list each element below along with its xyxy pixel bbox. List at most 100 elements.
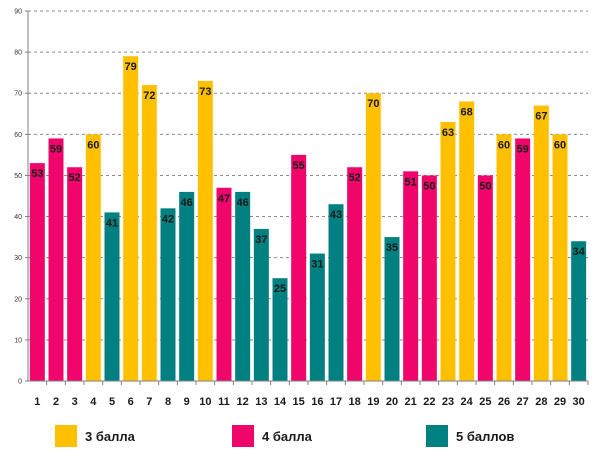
x-tick-label-29: 29 <box>554 396 566 408</box>
bar-1 <box>29 163 45 381</box>
x-tick-label-28: 28 <box>535 396 547 408</box>
x-tick-label-26: 26 <box>498 396 510 408</box>
bar-30 <box>571 241 587 381</box>
bar-5 <box>104 212 120 381</box>
legend-item-4-balla: 4 балла <box>232 424 312 448</box>
data-label-10: 73 <box>199 86 211 98</box>
bar-14 <box>272 278 288 381</box>
data-label-16: 31 <box>311 259 323 271</box>
data-label-9: 46 <box>181 197 193 209</box>
y-tick-label: 90 <box>14 9 22 16</box>
x-tick-label-12: 12 <box>237 396 249 408</box>
data-label-17: 43 <box>330 209 342 221</box>
data-label-6: 79 <box>125 61 137 73</box>
x-tick-label-8: 8 <box>165 396 171 408</box>
bar-25 <box>477 175 493 381</box>
bar-29 <box>552 134 568 381</box>
data-label-12: 46 <box>237 197 249 209</box>
y-tick-label: 20 <box>14 296 22 303</box>
bar-22 <box>421 175 437 381</box>
bar-3 <box>67 167 83 381</box>
data-label-5: 41 <box>106 217 118 229</box>
bar-2 <box>48 138 64 381</box>
x-tick-label-4: 4 <box>90 396 97 408</box>
legend: 3 балла 4 балла 5 баллов <box>0 424 595 450</box>
data-label-27: 59 <box>517 143 529 155</box>
x-tick-label-17: 17 <box>330 396 342 408</box>
x-tick-label-2: 2 <box>53 396 59 408</box>
y-tick-label: 40 <box>14 214 22 221</box>
x-tick-label-7: 7 <box>146 396 152 408</box>
x-tick-label-25: 25 <box>479 396 491 408</box>
x-tick-label-16: 16 <box>311 396 323 408</box>
bar-15 <box>291 154 307 381</box>
legend-label-4-balla: 4 балла <box>262 428 312 444</box>
data-label-28: 67 <box>535 111 547 123</box>
data-label-11: 47 <box>218 193 230 205</box>
x-tick-label-30: 30 <box>573 396 585 408</box>
bar-6 <box>123 56 139 381</box>
bar-16 <box>309 253 325 381</box>
data-label-30: 34 <box>573 246 586 258</box>
bar-24 <box>459 101 475 381</box>
y-tick-label: 60 <box>14 132 22 139</box>
y-tick-label: 80 <box>14 50 22 57</box>
x-tick-label-15: 15 <box>293 396 305 408</box>
x-tick-label-21: 21 <box>405 396 417 408</box>
data-label-29: 60 <box>554 139 566 151</box>
data-label-1: 53 <box>31 168 43 180</box>
bar-19 <box>365 93 381 381</box>
legend-swatch-4-balla <box>232 425 254 447</box>
bars <box>29 56 587 382</box>
bar-10 <box>197 80 213 381</box>
y-tick-label: 10 <box>14 337 22 344</box>
x-tick-label-10: 10 <box>199 396 211 408</box>
data-label-24: 68 <box>461 106 473 118</box>
bar-20 <box>384 237 400 381</box>
x-tick-label-9: 9 <box>184 396 190 408</box>
bar-23 <box>440 122 456 381</box>
legend-item-3-balla: 3 балла <box>55 424 135 448</box>
data-label-13: 37 <box>255 234 267 246</box>
data-label-26: 60 <box>498 139 510 151</box>
x-tick-label-23: 23 <box>442 396 454 408</box>
data-labels: 53 59 52 60 41 79 72 42 46 73 47 46 37 25 55 31 43 52 70 35… <box>31 61 585 295</box>
y-tick-label: 30 <box>14 255 22 262</box>
legend-label-3-balla: 3 балла <box>85 428 135 444</box>
bar-27 <box>515 138 531 381</box>
data-label-7: 72 <box>143 90 155 102</box>
y-tick-label: 0 <box>18 379 22 386</box>
x-tick-label-18: 18 <box>349 396 361 408</box>
legend-item-5-ballov: 5 баллов <box>426 424 514 448</box>
data-label-8: 42 <box>162 213 174 225</box>
bar-7 <box>141 85 157 381</box>
bar-9 <box>179 191 195 381</box>
x-tick-label-5: 5 <box>109 396 115 408</box>
x-tick-label-14: 14 <box>274 396 287 408</box>
bar-18 <box>347 167 363 381</box>
data-label-19: 70 <box>367 98 379 110</box>
data-label-25: 50 <box>479 180 491 192</box>
x-tick-label-27: 27 <box>517 396 529 408</box>
data-label-22: 50 <box>423 180 435 192</box>
data-label-14: 25 <box>274 283 286 295</box>
bar-13 <box>253 228 269 381</box>
x-tick-label-11: 11 <box>218 396 230 408</box>
x-tick-label-3: 3 <box>72 396 78 408</box>
data-label-23: 63 <box>442 127 454 139</box>
bar-17 <box>328 204 344 381</box>
data-label-21: 51 <box>405 176 417 188</box>
x-tick-label-13: 13 <box>255 396 267 408</box>
x-tick-label-1: 1 <box>34 396 40 408</box>
data-label-3: 52 <box>69 172 81 184</box>
bar-11 <box>216 187 232 381</box>
data-label-2: 59 <box>50 143 62 155</box>
bar-21 <box>403 171 419 381</box>
data-label-18: 52 <box>349 172 361 184</box>
legend-swatch-3-balla <box>55 425 77 447</box>
x-tick-label-24: 24 <box>461 396 474 408</box>
x-tick-label-19: 19 <box>367 396 379 408</box>
legend-swatch-5-ballov <box>426 425 448 447</box>
